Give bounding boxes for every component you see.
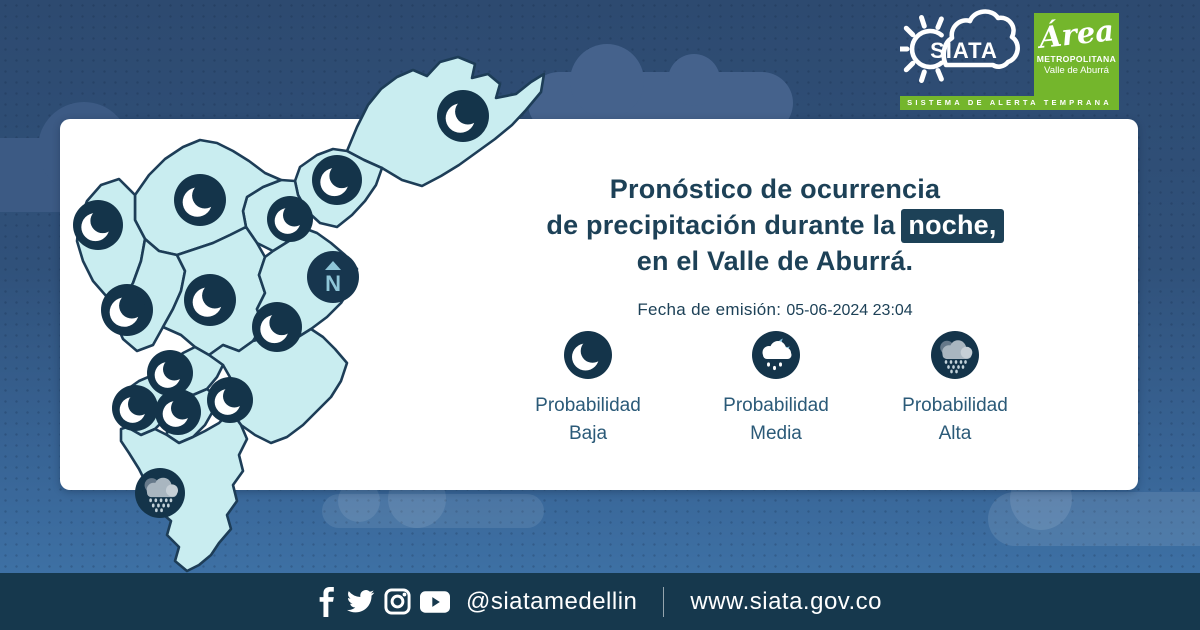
moon-icon [252, 302, 302, 352]
compass-arrow-icon [325, 261, 341, 270]
moon-icon [101, 284, 153, 336]
area-logo-script: Área [1037, 13, 1116, 55]
moon-icon [174, 174, 226, 226]
compass-circle [307, 251, 359, 303]
moon-icon [155, 389, 201, 435]
youtube-icon[interactable] [419, 590, 450, 614]
moon-icon [184, 274, 236, 326]
legend-item-baja: Probabilidad Baja [493, 331, 683, 448]
cloud-outline-icon [941, 9, 1020, 69]
moon-icon [312, 155, 362, 205]
cloud-decoration [988, 468, 1200, 546]
moon-icon [564, 331, 612, 379]
emission-value: 05-06-2024 23:04 [786, 302, 913, 319]
moon-icon [437, 90, 489, 142]
legend-label-line2: Alta [938, 423, 972, 444]
legend-label-line2: Baja [568, 423, 608, 444]
emission-label: Fecha de emisión: [637, 300, 782, 319]
valle-de-aburra-map: N [73, 55, 545, 573]
moon-icon [267, 196, 313, 242]
legend-item-media: Probabilidad Media [681, 331, 871, 448]
footer-divider [663, 586, 665, 617]
title-line-3: en el Valle de Aburrá. [636, 246, 914, 276]
moon-icon [207, 377, 253, 423]
siata-logo-text: SIATA [930, 38, 998, 63]
sun-rays-icon [900, 15, 944, 83]
rain-moon-icon [752, 331, 800, 379]
instagram-icon[interactable] [384, 588, 411, 615]
compass-letter: N [325, 271, 341, 296]
highlighted-period: noche, [901, 209, 1004, 243]
title-line-1: Pronóstico de ocurrencia [609, 174, 941, 204]
legend-item-alta: Probabilidad Alta [860, 331, 1050, 448]
moon-icon [147, 350, 193, 396]
rain-heavy-icon [931, 331, 979, 379]
twitter-icon[interactable] [345, 589, 375, 615]
legend-label-line2: Media [750, 423, 802, 444]
title-line-2: de precipitación durante la noche, [505, 207, 1045, 243]
emission-date: Fecha de emisión: 05-06-2024 23:04 [505, 292, 1045, 329]
siata-logo: SIATA [900, 9, 1020, 83]
social-icons [318, 586, 450, 617]
forecast-title: Pronóstico de ocurrencia de precipitació… [505, 171, 1045, 329]
area-logo-metropolitana: METROPOLITANA [1036, 54, 1117, 64]
area-metropolitana-logo: Área METROPOLITANA Valle de Aburrá [1034, 13, 1119, 97]
social-handle[interactable]: @siatamedellin [465, 587, 638, 615]
compass-north-indicator: N [307, 251, 359, 303]
area-logo-valle: Valle de Aburrá [1044, 65, 1109, 76]
facebook-icon[interactable] [318, 586, 336, 617]
footer-bar: @siatamedellin www.siata.gov.co [0, 573, 1200, 630]
moon-icon [73, 200, 123, 250]
sun-circle-icon [909, 28, 944, 70]
legend-label-line1: Probabilidad [723, 395, 829, 416]
moon-icon [112, 385, 158, 431]
rain-cloud-icon [135, 468, 185, 518]
website-url[interactable]: www.siata.gov.co [690, 587, 883, 615]
alert-banner: SISTEMA DE ALERTA TEMPRANA [900, 96, 1119, 110]
legend-label-line1: Probabilidad [902, 395, 1008, 416]
legend-label-line1: Probabilidad [535, 395, 641, 416]
